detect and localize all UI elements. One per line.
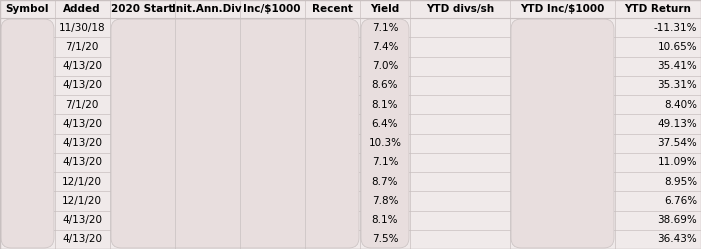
FancyBboxPatch shape	[111, 19, 359, 248]
Text: 12/1/20: 12/1/20	[62, 177, 102, 187]
Text: 8.1%: 8.1%	[372, 215, 398, 225]
Text: 10.3%: 10.3%	[369, 138, 402, 148]
Text: 7.1%: 7.1%	[372, 157, 398, 167]
Text: 6.4%: 6.4%	[372, 119, 398, 129]
Text: 4/13/20: 4/13/20	[62, 119, 102, 129]
Text: 49.13%: 49.13%	[658, 119, 697, 129]
Text: 6.76%: 6.76%	[664, 196, 697, 206]
Text: 8.95%: 8.95%	[664, 177, 697, 187]
Text: YTD divs/sh: YTD divs/sh	[426, 4, 494, 14]
Text: Symbol: Symbol	[5, 4, 49, 14]
Text: Yield: Yield	[370, 4, 400, 14]
Text: 11.09%: 11.09%	[658, 157, 697, 167]
Text: YTD Inc/$1000: YTD Inc/$1000	[520, 4, 604, 14]
Text: 11/30/18: 11/30/18	[59, 23, 105, 33]
Text: 36.43%: 36.43%	[658, 234, 697, 244]
Text: 8.6%: 8.6%	[372, 80, 398, 90]
Text: YTD Return: YTD Return	[625, 4, 691, 14]
Text: 4/13/20: 4/13/20	[62, 157, 102, 167]
Text: 4/13/20: 4/13/20	[62, 215, 102, 225]
Text: 4/13/20: 4/13/20	[62, 234, 102, 244]
Text: 35.41%: 35.41%	[658, 61, 697, 71]
Text: 7/1/20: 7/1/20	[65, 100, 99, 110]
Text: 12/1/20: 12/1/20	[62, 196, 102, 206]
Text: 8.1%: 8.1%	[372, 100, 398, 110]
Text: Inc/$1000: Inc/$1000	[243, 4, 301, 14]
Text: Init.Ann.Div: Init.Ann.Div	[172, 4, 242, 14]
Text: -11.31%: -11.31%	[653, 23, 697, 33]
Text: 37.54%: 37.54%	[658, 138, 697, 148]
Text: 7/1/20: 7/1/20	[65, 42, 99, 52]
Text: 7.1%: 7.1%	[372, 23, 398, 33]
Text: 35.31%: 35.31%	[658, 80, 697, 90]
Text: 7.5%: 7.5%	[372, 234, 398, 244]
Text: 8.40%: 8.40%	[664, 100, 697, 110]
FancyBboxPatch shape	[1, 19, 54, 248]
Text: 7.8%: 7.8%	[372, 196, 398, 206]
Text: Added: Added	[63, 4, 101, 14]
Text: 7.0%: 7.0%	[372, 61, 398, 71]
Text: 2020 Start: 2020 Start	[111, 4, 173, 14]
Text: 4/13/20: 4/13/20	[62, 80, 102, 90]
FancyBboxPatch shape	[361, 19, 409, 248]
Text: 4/13/20: 4/13/20	[62, 138, 102, 148]
Text: 8.7%: 8.7%	[372, 177, 398, 187]
FancyBboxPatch shape	[511, 19, 614, 248]
Text: 7.4%: 7.4%	[372, 42, 398, 52]
Text: 4/13/20: 4/13/20	[62, 61, 102, 71]
Text: 10.65%: 10.65%	[658, 42, 697, 52]
Text: 38.69%: 38.69%	[658, 215, 697, 225]
Text: Recent: Recent	[311, 4, 353, 14]
